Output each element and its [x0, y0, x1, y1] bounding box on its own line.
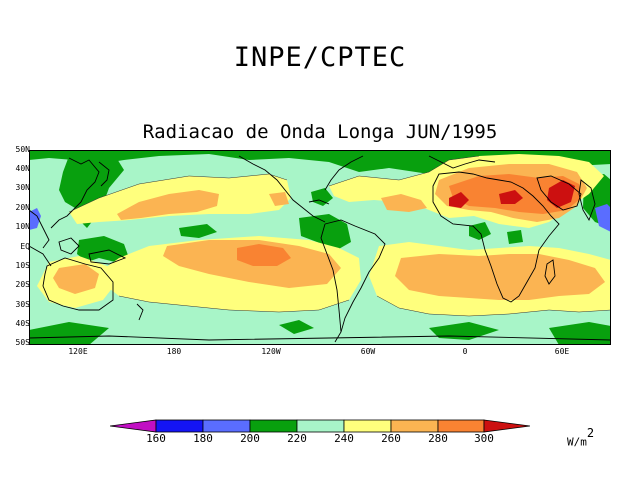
coastline-india	[578, 179, 596, 222]
coastline-europe	[428, 155, 496, 169]
colorbar-tick-280: 280	[428, 432, 448, 445]
green-region-pacific-1	[179, 224, 217, 238]
contour-line-1	[68, 173, 288, 213]
coastline-sumatra	[29, 245, 52, 267]
colorbar-tick-220: 220	[287, 432, 307, 445]
units-exponent: 2	[586, 426, 595, 440]
coastline-borneo	[58, 237, 80, 255]
colorbar-tick-200: 200	[240, 432, 260, 445]
green-region-maritime	[77, 236, 129, 262]
coastline-new-zealand	[136, 303, 144, 321]
coastline-madagascar	[544, 259, 556, 285]
lon-label-120e: 120E	[68, 347, 88, 356]
colorbar-segment-240-260	[343, 419, 392, 433]
lon-label-180: 180	[166, 347, 182, 356]
blue-region-bay	[595, 204, 611, 232]
colorbar-tick-300: 300	[474, 432, 494, 445]
contour-lines	[68, 155, 611, 317]
colorbar-segment-lt160	[110, 419, 157, 433]
colorbar-segment-280-300	[437, 419, 485, 433]
colorbar-tick-240: 240	[334, 432, 354, 445]
dark-orange-region-south-pacific	[237, 244, 291, 266]
lat-label-30n: 30N	[15, 183, 30, 192]
contour-line-2	[328, 155, 480, 187]
colorbar-tick-260: 260	[381, 432, 401, 445]
orange-region-atlantic-n	[381, 194, 427, 212]
units-label: W/m2	[567, 426, 594, 449]
coastline-indochina	[29, 209, 50, 249]
coastline-japan	[98, 161, 110, 187]
red-region-sahara-west	[449, 192, 469, 208]
green-region-south-4	[279, 320, 314, 334]
colorbar-tick-160: 160	[146, 432, 166, 445]
lat-label-40n: 40N	[15, 164, 30, 173]
lat-label-50s: 50S	[15, 338, 30, 347]
colorbar-segment-260-280	[390, 419, 439, 433]
agency-title: INPE/CPTEC	[233, 42, 407, 73]
units-text: W/m	[567, 435, 587, 449]
lat-label-30s: 30S	[15, 300, 30, 309]
contour-line-4	[376, 295, 611, 317]
green-region-caribbean	[311, 188, 333, 206]
colorbar-segment-gt300	[483, 419, 530, 433]
coastline-south-america	[324, 219, 386, 343]
lat-label-50n: 50N	[15, 145, 30, 154]
green-region-amazon	[299, 214, 351, 250]
orange-region-north-pacific	[117, 190, 219, 220]
coastline-caribbean	[308, 199, 330, 205]
green-region-south-1	[29, 322, 109, 345]
lat-label-20n: 20N	[15, 203, 30, 212]
coastline-africa	[432, 171, 560, 303]
coastline-antarctic-edge	[29, 335, 611, 341]
colorbar	[110, 419, 530, 433]
coastline-south-america-west	[320, 223, 342, 333]
orange-region-south-atlantic	[395, 254, 605, 300]
lat-label-20s: 20S	[15, 280, 30, 289]
coastline-north-america-east	[324, 155, 364, 191]
orange-region-pacific-n2	[269, 192, 289, 206]
colorbar-segment-160-180	[155, 419, 204, 433]
red-region-arabia	[547, 180, 575, 208]
lon-label-0: 0	[462, 347, 468, 356]
colorbar-segment-220-240	[296, 419, 345, 433]
lat-label-10n: 10N	[15, 222, 30, 231]
lat-label-10s: 10S	[15, 261, 30, 270]
lon-label-120w: 120W	[261, 347, 281, 356]
red-region-sahara-central	[499, 190, 523, 204]
coastline-new-guinea	[88, 249, 127, 265]
coastlines	[29, 155, 611, 343]
olr-map	[29, 150, 611, 345]
coastline-arabia	[536, 175, 582, 211]
lat-label-eq: EQ	[20, 242, 30, 251]
colorbar-segment-200-220	[249, 419, 298, 433]
lon-label-60e: 60E	[554, 347, 570, 356]
green-region-south-2	[429, 322, 499, 340]
colorbar-tick-180: 180	[193, 432, 213, 445]
orange-region-australia	[53, 264, 99, 294]
coastline-asia-east	[50, 157, 100, 229]
contour-line-3	[118, 295, 350, 313]
blue-region-west	[29, 208, 41, 230]
lon-label-60w: 60W	[360, 347, 376, 356]
colorbar-segment-180-200	[202, 419, 251, 433]
map-frame	[29, 150, 611, 345]
green-region-asia	[59, 154, 124, 228]
map-title: Radiacao de Onda Longa JUN/1995	[142, 121, 498, 143]
lat-label-40s: 40S	[15, 319, 30, 328]
coastline-north-america	[238, 155, 326, 223]
green-region-africa-1	[469, 222, 491, 240]
coastline-australia	[42, 257, 114, 311]
green-region-africa-2	[507, 230, 523, 244]
